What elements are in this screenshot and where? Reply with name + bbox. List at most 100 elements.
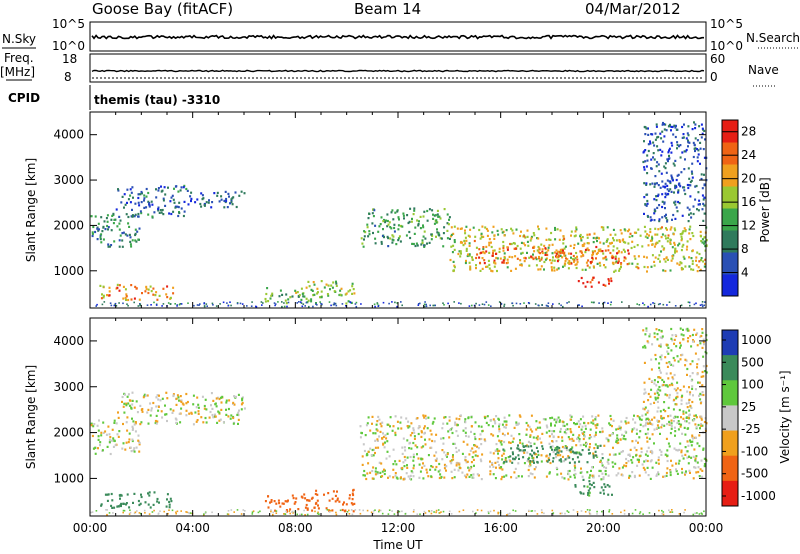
echo-cell <box>427 416 430 419</box>
echo-cell <box>526 229 529 232</box>
echo-cell <box>91 511 94 513</box>
echo-cell <box>643 140 645 143</box>
echo-cell <box>606 484 609 487</box>
echo-cell <box>486 229 489 232</box>
echo-cell <box>688 393 691 396</box>
echo-cell <box>688 184 691 187</box>
echo-cell <box>651 423 654 426</box>
echo-cell <box>570 252 573 255</box>
echo-cell <box>351 282 354 285</box>
echo-cell <box>669 180 672 183</box>
echo-cell <box>682 133 685 136</box>
echo-cell <box>374 470 377 473</box>
echo-cell <box>662 475 665 478</box>
echo-cell <box>413 435 416 438</box>
echo-cell <box>658 170 661 173</box>
echo-cell <box>241 396 244 399</box>
echo-cell <box>443 467 446 470</box>
echo-cell <box>147 492 149 495</box>
echo-cell <box>691 262 694 265</box>
echo-cell <box>698 513 701 515</box>
echo-cell <box>547 457 550 460</box>
echo-cell <box>580 510 583 512</box>
echo-cell <box>631 461 634 464</box>
echo-cell <box>492 452 495 455</box>
echo-cell <box>555 252 558 255</box>
echo-cell <box>671 511 674 513</box>
echo-cell <box>662 248 665 251</box>
echo-cell <box>381 470 384 473</box>
echo-cell <box>461 471 464 474</box>
echo-cell <box>667 237 670 240</box>
echo-cell <box>355 305 358 308</box>
nsky-panel: N.Sky 10^5 10^0 10^5 10^0 N.Search <box>2 17 800 53</box>
echo-cell <box>536 513 539 515</box>
echo-cell <box>386 225 389 228</box>
echo-cell <box>657 426 660 429</box>
echo-cell <box>529 460 532 463</box>
echo-cell <box>666 467 669 470</box>
echo-cell <box>670 363 673 366</box>
echo-cell <box>550 261 553 265</box>
echo-cell <box>673 201 676 204</box>
echo-cell <box>153 509 155 512</box>
echo-cell <box>589 434 591 437</box>
echo-cell <box>278 502 281 505</box>
echo-cell <box>374 446 377 449</box>
echo-cell <box>265 292 268 296</box>
echo-cell <box>408 230 411 234</box>
echo-cell <box>621 474 624 477</box>
echo-cell <box>688 413 691 416</box>
echo-cell <box>416 244 419 247</box>
echo-cell <box>678 422 681 425</box>
echo-cell <box>138 450 141 453</box>
echo-cell <box>561 455 564 458</box>
echo-cell <box>618 269 621 272</box>
echo-cell <box>570 415 573 418</box>
colorbar-tick-label: 20 <box>741 172 756 186</box>
echo-cell <box>450 513 453 515</box>
echo-cell <box>489 465 491 468</box>
echo-cell <box>554 447 557 450</box>
echo-cell <box>498 466 501 469</box>
echo-cell <box>549 259 551 262</box>
echo-cell <box>110 244 113 247</box>
echo-cell <box>642 329 645 332</box>
echo-cell <box>137 201 140 204</box>
echo-cell <box>439 473 442 476</box>
echo-cell <box>422 235 425 238</box>
echo-cell <box>656 136 659 139</box>
echo-cell <box>160 185 162 188</box>
echo-cell <box>433 454 436 457</box>
echo-cell <box>573 246 575 250</box>
echo-cell <box>657 388 660 391</box>
echo-cell <box>647 399 650 402</box>
echo-cell <box>646 432 649 435</box>
echo-cell <box>536 456 538 459</box>
echo-cell <box>400 427 403 430</box>
echo-cell <box>647 474 650 477</box>
echo-cell <box>204 512 207 514</box>
echo-cell <box>470 430 472 433</box>
echo-cell <box>128 432 131 435</box>
echo-cell <box>314 492 317 496</box>
echo-cell <box>659 410 662 413</box>
echo-cell <box>376 302 379 304</box>
echo-cell <box>674 184 677 187</box>
echo-cell <box>458 463 461 466</box>
echo-cell <box>476 509 479 511</box>
echo-cell <box>172 210 175 213</box>
echo-cell <box>595 257 597 260</box>
echo-cell <box>642 346 645 349</box>
echo-cell <box>653 260 656 263</box>
echo-cell <box>570 448 573 451</box>
echo-cell <box>676 449 679 452</box>
echo-cell <box>700 136 703 139</box>
echo-cell <box>696 366 698 369</box>
echo-cell <box>691 232 694 235</box>
echo-cell <box>381 475 384 478</box>
echo-cell <box>511 440 514 443</box>
echo-cell <box>535 264 538 267</box>
echo-cell <box>169 296 172 299</box>
colorbar-tick-label: 12 <box>741 219 756 233</box>
